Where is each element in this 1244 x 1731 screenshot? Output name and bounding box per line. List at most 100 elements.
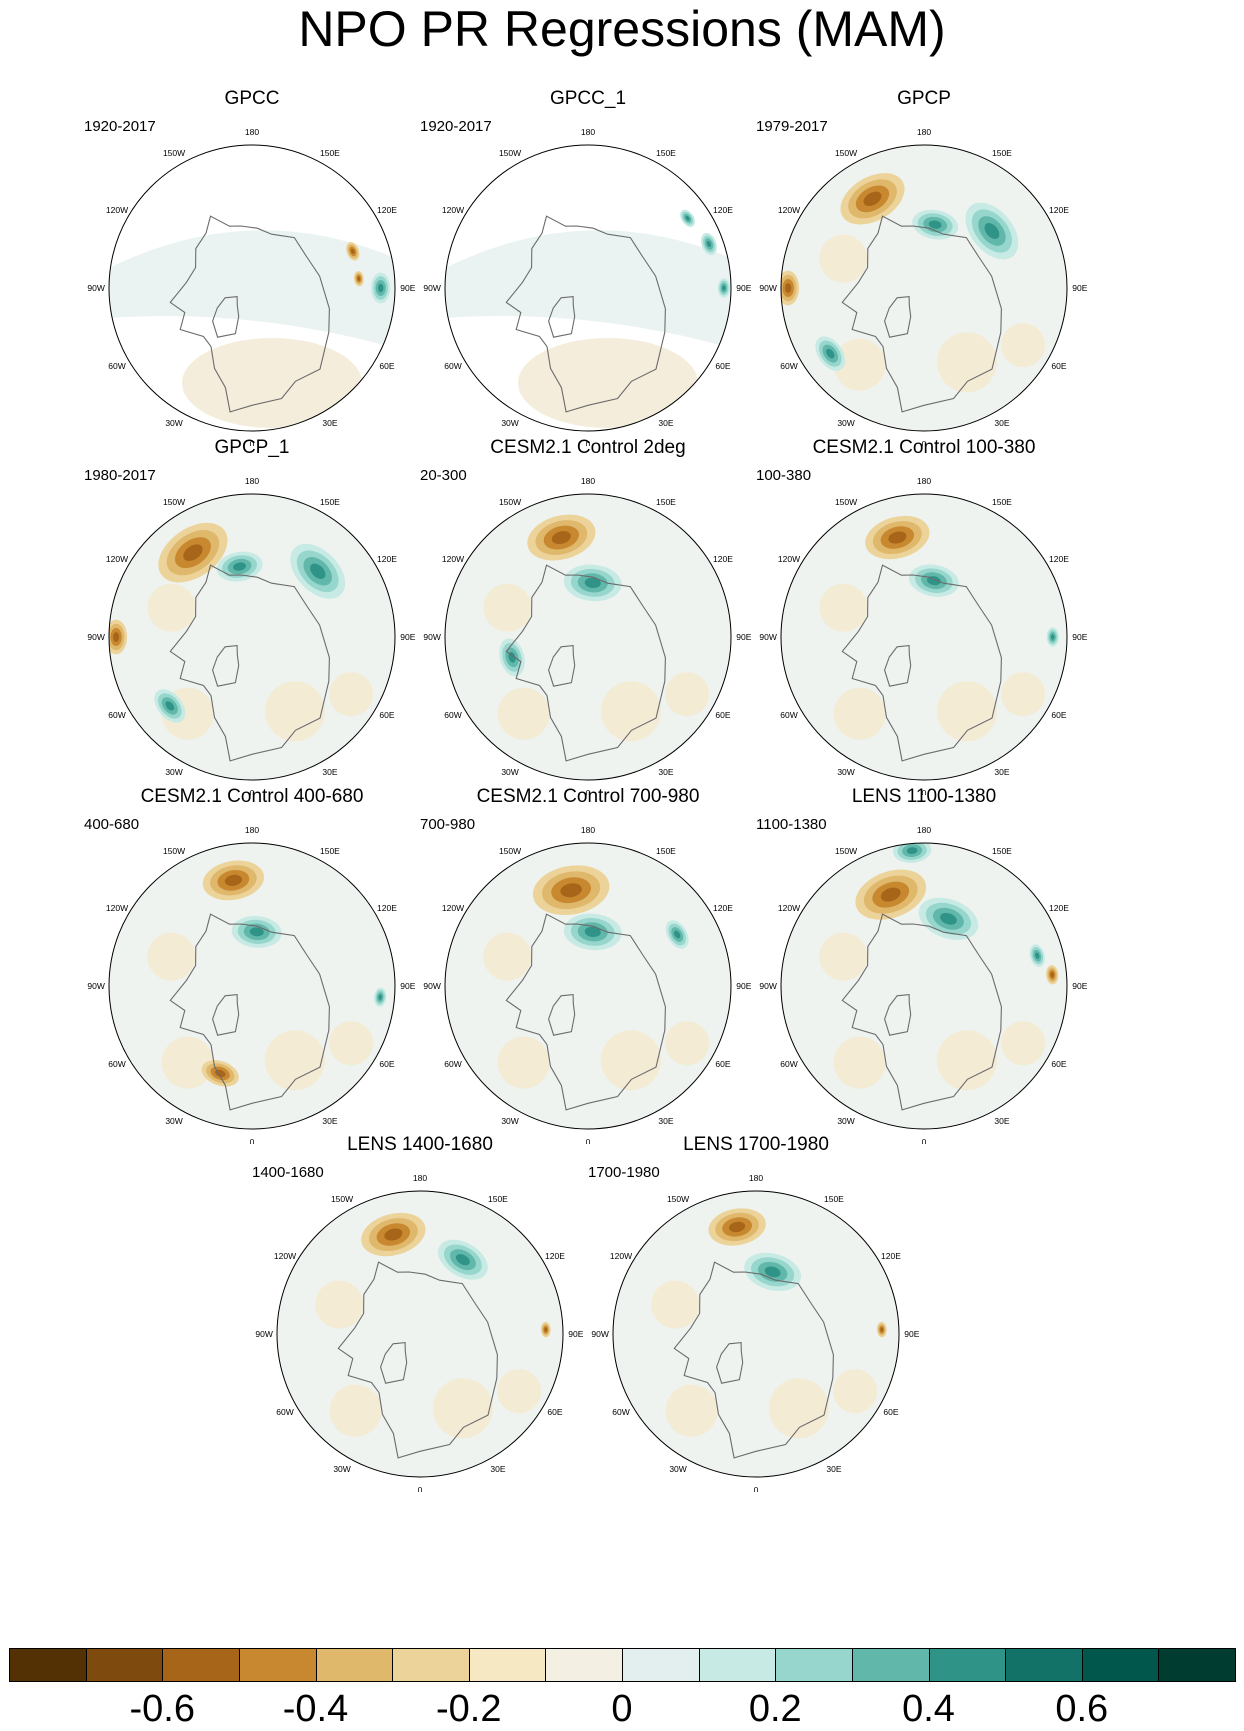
map-panel: GPCC 1920-2017 180 150E 120E 90E 60E 30E 0 30W 60W…: [82, 88, 422, 446]
longitude-label: 150W: [163, 148, 185, 158]
weak-anomaly-patch: [483, 583, 532, 632]
polar-map: 180 150E 120E 90E 60E 30E 0 30W 60W 90W 120W 150W: [423, 127, 751, 446]
weak-anomaly-patch: [819, 583, 868, 632]
coastline: [884, 993, 912, 1036]
longitude-label: 30W: [501, 1116, 518, 1126]
panel-title: LENS 1400-1680: [347, 1134, 493, 1155]
longitude-label: 90W: [759, 632, 776, 642]
longitude-label: 60E: [1051, 710, 1066, 720]
panel-period-label: 700-980: [420, 816, 476, 833]
longitude-label: 180: [917, 476, 931, 486]
colorbar-box: [85, 1648, 164, 1682]
coastline: [548, 993, 576, 1036]
coastline: [841, 564, 1002, 762]
weak-anomaly-patch: [432, 1378, 493, 1439]
longitude-label: 30W: [333, 1464, 350, 1474]
coastline: [380, 1341, 408, 1384]
map-boundary: [780, 144, 1068, 432]
colorbar-tick-label: -0.4: [282, 1688, 349, 1730]
map-panel: LENS 1100-1380 1100-1380 180 150E 120E 90E 60E…: [754, 786, 1094, 1144]
longitude-label: 150W: [835, 846, 857, 856]
colorbar-box: [468, 1648, 547, 1682]
positive-anomaly: [744, 1252, 802, 1291]
coastline: [841, 215, 1002, 413]
longitude-label: 30E: [994, 767, 1009, 777]
longitude-label: 120W: [442, 554, 464, 564]
longitude-label: 120W: [778, 205, 800, 215]
longitude-label: 180: [581, 825, 595, 835]
negative-anomaly: [527, 514, 596, 561]
weak-anomaly-patch: [819, 234, 868, 283]
map-boundary: [780, 842, 1068, 1130]
longitude-label: 30E: [826, 1464, 841, 1474]
panel-period-label: 1920-2017: [420, 118, 492, 135]
longitude-label: 120E: [881, 1251, 901, 1261]
weak-anomaly-patch: [329, 1384, 382, 1437]
positive-anomaly: [1046, 627, 1059, 647]
longitude-label: 150W: [835, 497, 857, 507]
positive-anomaly: [912, 209, 959, 240]
coastline: [841, 913, 1002, 1111]
map-background: [781, 145, 1067, 431]
longitude-label: 150W: [667, 1194, 689, 1204]
longitude-label: 90E: [400, 283, 415, 293]
map-boundary: [444, 493, 732, 781]
positive-anomaly: [680, 209, 696, 227]
map-panel: LENS 1400-1680 1400-1680 180 150E 120E 90E 60E…: [250, 1134, 590, 1492]
weak-anomaly-patch: [651, 1280, 700, 1329]
map-panel: GPCP 1979-2017 180 150E 120E 90E 60E 30E 0 30W 60W…: [754, 88, 1094, 446]
map-panel: LENS 1700-1980 1700-1980 180 150E 120E 90E 60E…: [586, 1134, 926, 1492]
weak-anomaly-patch: [936, 1030, 997, 1091]
longitude-label: 30E: [322, 767, 337, 777]
longitude-label: 0: [922, 788, 927, 795]
positive-anomaly: [918, 897, 979, 940]
longitude-label: 120E: [545, 1251, 565, 1261]
longitude-label: 30W: [165, 1116, 182, 1126]
longitude-label: 90W: [87, 632, 104, 642]
longitude-label: 150W: [499, 497, 521, 507]
weak-anomaly-patch: [147, 932, 196, 981]
longitude-label: 0: [754, 1485, 759, 1492]
map-panel: CESM2.1 Control 2deg 20-300 180 150E 120E 90E…: [418, 437, 758, 795]
longitude-label: 90W: [423, 981, 440, 991]
positive-anomaly: [701, 232, 717, 256]
positive-anomaly: [909, 564, 959, 597]
polar-map: 180 150E 120E 90E 60E 30E 0 30W 60W 90W 120W 150W: [423, 825, 751, 1144]
longitude-label: 120E: [1049, 205, 1069, 215]
polar-map: 180 150E 120E 90E 60E 30E 0 30W 60W 90W 120W 150W: [87, 127, 415, 446]
longitude-label: 90W: [759, 981, 776, 991]
panel-period-label: 1700-1980: [588, 1164, 660, 1181]
longitude-label: 90E: [1072, 981, 1087, 991]
panel-title: GPCC: [224, 88, 280, 109]
longitude-label: 90E: [400, 981, 415, 991]
colorbar-box: [851, 1648, 930, 1682]
longitude-label: 180: [917, 127, 931, 137]
longitude-label: 180: [245, 476, 259, 486]
negative-anomaly: [353, 270, 364, 287]
colorbar-box: [238, 1648, 317, 1682]
polar-map: 180 150E 120E 90E 60E 30E 0 30W 60W 90W 120W 150W: [423, 476, 751, 795]
weak-anomaly-patch: [329, 1021, 374, 1066]
positive-anomaly: [374, 987, 387, 1007]
negative-anomaly: [1046, 965, 1059, 985]
longitude-label: 30E: [490, 1464, 505, 1474]
weak-anomaly-patch: [264, 1030, 325, 1091]
polar-map: 180 150E 120E 90E 60E 30E 0 30W 60W 90W 120W 150W: [255, 1173, 583, 1492]
coastline: [169, 913, 330, 1111]
colorbar-box: [1081, 1648, 1160, 1682]
negative-anomaly: [781, 270, 800, 306]
weak-anomaly-patch: [936, 681, 997, 742]
weak-anomaly-patch: [497, 1036, 550, 1089]
longitude-label: 60W: [108, 1059, 125, 1069]
panel-title: GPCC_1: [549, 88, 627, 109]
longitude-label: 90W: [591, 1329, 608, 1339]
coastline: [884, 644, 912, 687]
negative-anomaly: [346, 242, 360, 261]
panel-period-label: 1400-1680: [252, 1164, 324, 1181]
negative-anomaly: [202, 860, 264, 901]
data-coverage-region: [518, 338, 698, 428]
longitude-label: 120W: [106, 903, 128, 913]
map-boundary: [444, 144, 732, 432]
longitude-label: 30W: [501, 418, 518, 428]
longitude-label: 30E: [322, 1116, 337, 1126]
